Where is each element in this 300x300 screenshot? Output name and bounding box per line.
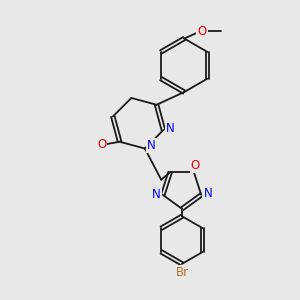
Text: N: N: [166, 122, 174, 135]
Text: N: N: [203, 187, 212, 200]
Text: N: N: [152, 188, 161, 201]
Text: O: O: [97, 138, 106, 151]
Text: N: N: [146, 139, 155, 152]
Text: O: O: [191, 159, 200, 172]
Text: Br: Br: [176, 266, 189, 279]
Text: O: O: [197, 25, 207, 38]
